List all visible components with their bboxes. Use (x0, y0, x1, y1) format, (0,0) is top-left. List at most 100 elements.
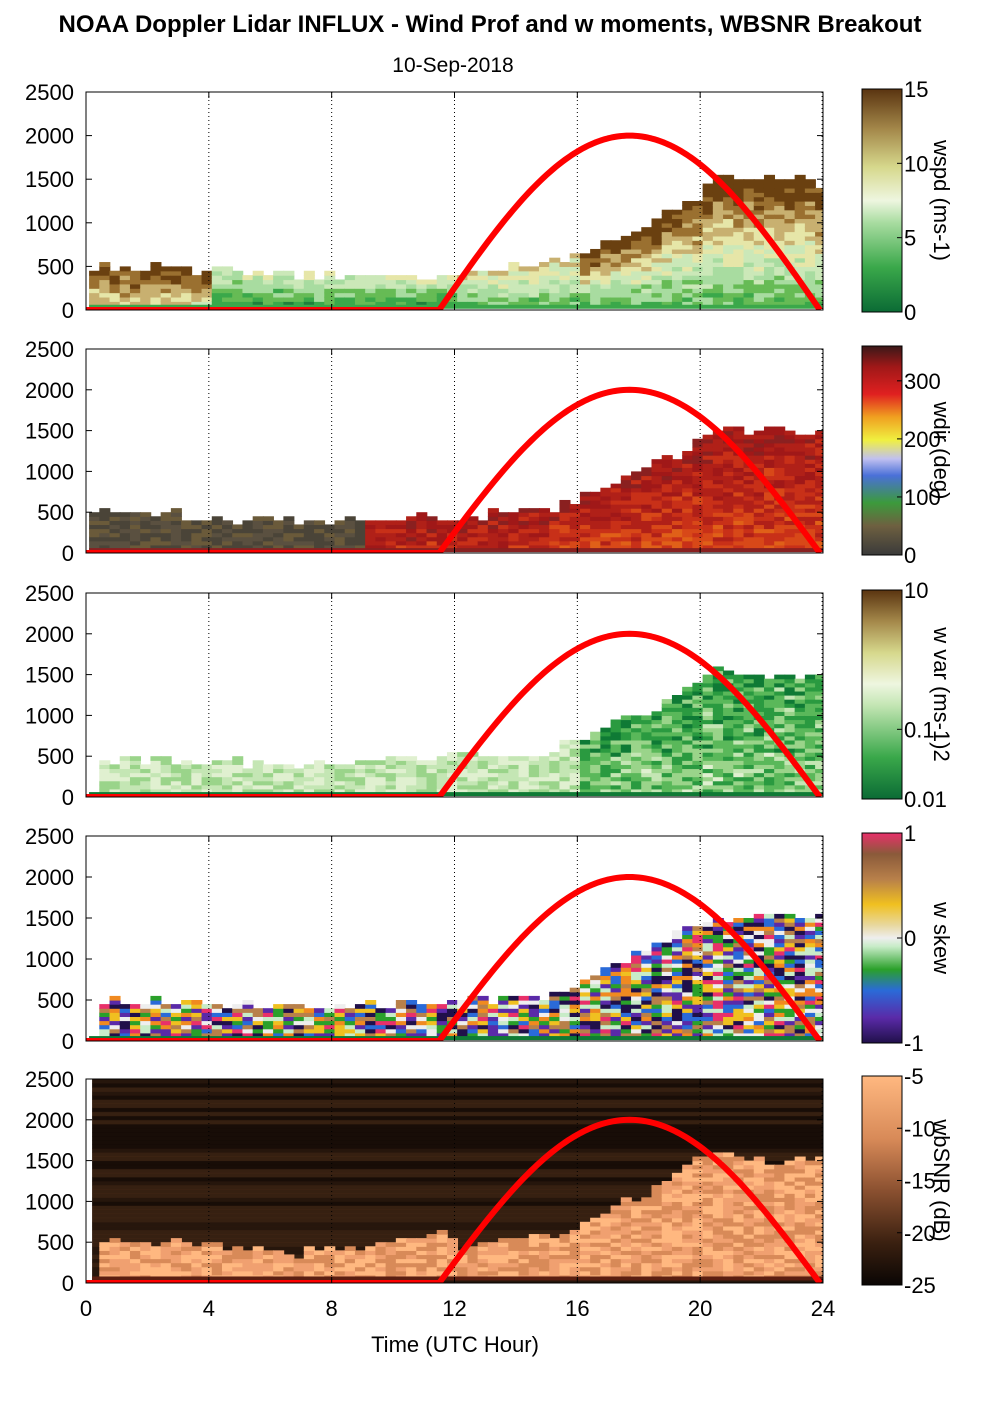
heatmap-cell (170, 279, 182, 285)
heatmap-cell (610, 244, 622, 250)
heatmap-cell (620, 1217, 632, 1223)
heatmap-cell (426, 788, 438, 794)
heatmap-cell (712, 1008, 724, 1013)
heatmap-cell (774, 266, 786, 272)
heatmap-cell (129, 532, 142, 538)
heatmap-cell (671, 235, 683, 241)
colorbar-3 (861, 589, 903, 800)
heatmap-cell (651, 1221, 663, 1227)
heatmap-cell (753, 954, 765, 960)
heatmap-cell (733, 987, 745, 993)
heatmap-cell (446, 275, 459, 281)
heatmap-cell (600, 735, 612, 741)
heatmap-cell (784, 946, 796, 952)
heatmap-cell (671, 776, 683, 782)
heatmap-cell (99, 283, 111, 289)
heatmap-cell (702, 1213, 714, 1219)
heatmap-cell (784, 227, 796, 233)
heatmap-cell (334, 776, 346, 782)
heatmap-cell (815, 187, 823, 193)
heatmap-cell (661, 723, 673, 729)
heatmap-cell (712, 240, 724, 246)
heatmap-cell (804, 495, 816, 501)
heatmap-cell (375, 760, 387, 765)
heatmap-cell (671, 540, 683, 546)
heatmap-cell (273, 536, 285, 542)
heatmap-cell (467, 1028, 479, 1034)
heatmap-cell (600, 540, 612, 546)
heatmap-cell (590, 748, 602, 753)
heatmap-cell (283, 544, 295, 550)
heatmap-cell (804, 731, 816, 737)
heatmap-cell (804, 926, 816, 931)
heatmap-cell (528, 1238, 540, 1243)
heatmap-cell (600, 512, 612, 517)
heatmap-cell (671, 508, 683, 513)
heatmap-cell (723, 699, 735, 704)
heatmap-cell (569, 1004, 581, 1009)
heatmap-cell (723, 520, 735, 526)
heatmap-cell (692, 1008, 704, 1013)
heatmap-cell (395, 540, 407, 546)
heatmap-cell (600, 1008, 612, 1013)
heatmap-cell (344, 292, 356, 298)
heatmap-cell (375, 1266, 387, 1272)
heatmap-cell (579, 296, 591, 302)
heatmap-cell (232, 1008, 244, 1013)
heatmap-cell (692, 979, 704, 985)
heatmap-cell (314, 1016, 326, 1022)
heatmap-cell (774, 764, 786, 770)
heatmap-cell (682, 752, 694, 757)
heatmap-cell (446, 1028, 459, 1034)
heatmap-cell (590, 520, 602, 526)
heatmap-cell (181, 301, 193, 307)
heatmap-cell (508, 512, 520, 517)
heatmap-cell (804, 467, 816, 472)
heatmap-cell (508, 279, 520, 285)
heatmap-cell (743, 1258, 755, 1264)
heatmap-cell (733, 975, 745, 981)
heatmap-cell (753, 913, 765, 919)
heatmap-cell (702, 244, 714, 250)
heatmap-cell (549, 544, 561, 550)
heatmap-cell (763, 544, 776, 550)
heatmap-cell (804, 209, 816, 215)
heatmap-cell (365, 1032, 377, 1038)
heatmap-cell (426, 760, 438, 765)
heatmap-cell (119, 528, 131, 534)
heatmap-cell (804, 1016, 816, 1022)
heatmap-cell (293, 283, 305, 289)
heatmap-cell (293, 1024, 305, 1030)
heatmap-cell (262, 1258, 274, 1264)
heatmap-cell (600, 1250, 612, 1256)
heatmap-cell (518, 772, 530, 778)
heatmap-cell (590, 528, 602, 534)
heatmap-cell (191, 788, 203, 794)
heatmap-cell (303, 788, 315, 794)
heatmap-cell (631, 954, 643, 960)
heatmap-cell (794, 459, 806, 464)
heatmap-cell (661, 463, 673, 468)
heatmap-cell (477, 532, 489, 538)
heatmap-cell (712, 780, 724, 786)
heatmap-cell (283, 516, 295, 521)
heatmap-cell (753, 288, 765, 294)
heatmap-cell (150, 764, 162, 770)
heatmap-cell (723, 235, 735, 241)
heatmap-cell (804, 528, 816, 534)
heatmap-cell (733, 735, 745, 741)
heatmap-cell (181, 266, 193, 272)
heatmap-cell (794, 784, 806, 790)
heatmap-cell (334, 532, 346, 538)
heatmap-cell (314, 1032, 326, 1038)
heatmap-cell (252, 760, 264, 765)
heatmap-cell (579, 540, 591, 546)
heatmap-cell (804, 1008, 816, 1013)
heatmap-cell (508, 1238, 520, 1243)
heatmap-cell (671, 780, 683, 786)
heatmap-cell (211, 1016, 223, 1022)
heatmap-cell (498, 1012, 510, 1017)
heatmap-cell (477, 1016, 489, 1022)
heatmap-cell (682, 1201, 694, 1207)
heatmap-cell (590, 292, 602, 298)
